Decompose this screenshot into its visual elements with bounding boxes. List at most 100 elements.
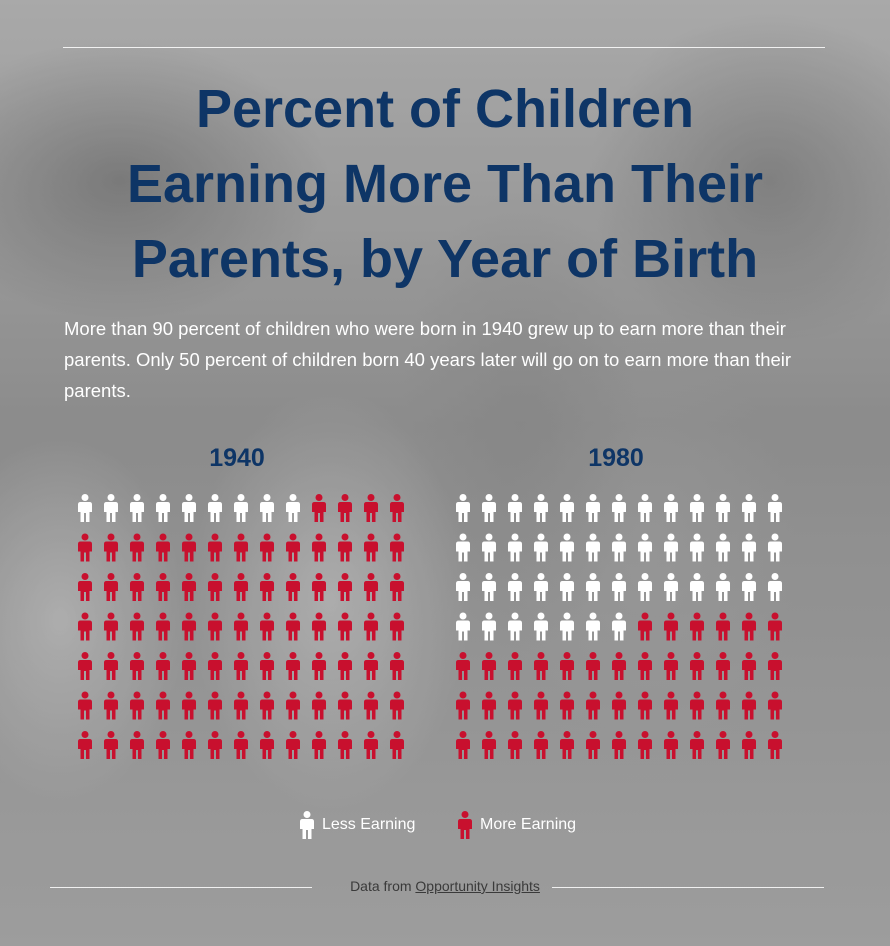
person-icon-less-earning <box>664 573 678 601</box>
person-icon-more-earning <box>690 731 704 759</box>
person-icon-more-earning <box>182 573 196 601</box>
person-icon-less-earning <box>456 573 470 601</box>
person-icon-less-earning <box>586 612 600 641</box>
person-icon-more-earning <box>130 573 144 601</box>
person-icon-more-earning <box>286 612 300 641</box>
person-icon-more-earning <box>260 573 274 601</box>
person-icon-less-earning <box>286 494 300 522</box>
person-icon-more-earning <box>364 573 378 601</box>
person-icon-less-earning <box>234 494 248 522</box>
title-line-1: Percent of Children <box>195 79 695 139</box>
person-icon-more-earning <box>390 691 404 720</box>
person-icon-more-earning <box>208 691 222 720</box>
person-icon-less-earning <box>638 494 652 522</box>
person-icon-more-earning <box>104 612 118 641</box>
person-icon-more-earning <box>312 573 326 601</box>
person-icon-less-earning <box>508 573 522 601</box>
person-icon-more-earning <box>208 533 222 562</box>
bottom-divider-left <box>50 887 312 888</box>
person-icon-less-earning <box>456 612 470 641</box>
person-icon-more-earning <box>612 731 626 759</box>
person-icon-less-earning <box>638 533 652 562</box>
person-icon-less-earning <box>78 494 92 522</box>
person-icon-more-earning <box>208 652 222 680</box>
person-icon-more-earning <box>78 533 92 562</box>
person-icon-more-earning <box>716 652 730 680</box>
person-icon-more-earning <box>560 691 574 720</box>
person-icon-less-earning <box>560 612 574 641</box>
person-icon-less-earning <box>508 612 522 641</box>
grid-1940-title: 1940 <box>209 444 265 472</box>
source-link[interactable]: Opportunity Insights <box>415 878 540 894</box>
person-icon-less-earning <box>612 494 626 522</box>
person-icon-more-earning <box>534 691 548 720</box>
person-icon-more-earning <box>690 652 704 680</box>
person-icon-more-earning <box>664 652 678 680</box>
person-icon-more-earning <box>612 691 626 720</box>
person-icon-more-earning <box>364 533 378 562</box>
person-icon-less-earning <box>690 494 704 522</box>
person-icon-less-earning <box>560 494 574 522</box>
person-icon-more-earning <box>312 494 326 522</box>
person-icon-more-earning <box>286 691 300 720</box>
person-icon-less-earning <box>182 494 196 522</box>
person-icon-more-earning <box>612 652 626 680</box>
person-icon-more-earning <box>338 573 352 601</box>
person-icon-less-earning <box>586 533 600 562</box>
person-icon-more-earning <box>312 691 326 720</box>
person-icon-more-earning <box>208 731 222 759</box>
person-icon-less-earning <box>156 494 170 522</box>
person-icon-less-earning <box>560 573 574 601</box>
person-icon-less-earning <box>586 494 600 522</box>
bottom-divider-right <box>552 887 824 888</box>
person-icon-more-earning <box>482 731 496 759</box>
person-icon-more-earning <box>234 573 248 601</box>
title-line-2: Earning More Than Their <box>126 154 764 214</box>
person-icon-more-earning <box>78 612 92 641</box>
person-icon-less-earning <box>742 573 756 601</box>
person-icon-less-earning <box>768 573 782 601</box>
person-icon-more-earning <box>78 652 92 680</box>
person-icon-more-earning <box>182 533 196 562</box>
person-icon-less-earning <box>534 494 548 522</box>
person-icon-more-earning <box>260 533 274 562</box>
person-icon-more-earning <box>78 691 92 720</box>
person-icon-more-earning <box>364 731 378 759</box>
person-icon-more-earning <box>286 731 300 759</box>
person-icon-more-earning <box>586 691 600 720</box>
person-icon-more-earning <box>286 533 300 562</box>
person-icon-less-earning <box>456 533 470 562</box>
person-icon-less-earning <box>130 494 144 522</box>
person-icon-more-earning <box>286 573 300 601</box>
person-icon-more-earning <box>156 731 170 759</box>
person-icon-less-earning <box>612 573 626 601</box>
person-icon-more-earning <box>104 691 118 720</box>
person-icon-less-earning <box>690 573 704 601</box>
person-icon-more-earning <box>456 731 470 759</box>
person-icon-more-earning <box>364 612 378 641</box>
person-icon-more-earning <box>508 731 522 759</box>
person-icon-more-earning <box>390 573 404 601</box>
person-icon-more-earning <box>742 731 756 759</box>
person-icon-more-earning <box>182 612 196 641</box>
person-icon-more-earning <box>338 691 352 720</box>
person-icon-more-earning <box>716 612 730 641</box>
person-icon-more-earning <box>742 691 756 720</box>
person-icon-less-earning <box>768 533 782 562</box>
person-icon-more-earning <box>130 731 144 759</box>
person-icon-more-earning <box>130 612 144 641</box>
person-icon-more-earning <box>156 652 170 680</box>
person-icon-less-earning <box>482 494 496 522</box>
legend-person-red <box>458 811 472 839</box>
person-icon-more-earning <box>234 533 248 562</box>
person-icon-more-earning <box>338 533 352 562</box>
person-icon-more-earning <box>664 612 678 641</box>
person-icon-more-earning <box>364 691 378 720</box>
person-icon-more-earning <box>104 573 118 601</box>
person-icon-more-earning <box>130 691 144 720</box>
person-icon-white <box>300 811 314 839</box>
person-icon-less-earning <box>534 612 548 641</box>
person-icon-more-earning <box>390 533 404 562</box>
person-icon-more-earning <box>534 731 548 759</box>
